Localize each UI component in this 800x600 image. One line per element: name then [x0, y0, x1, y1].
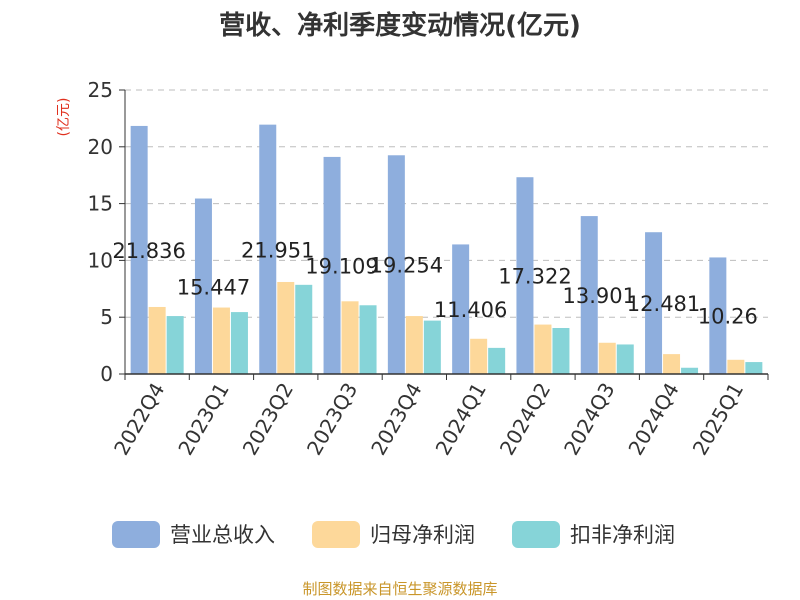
- bar-s1-2023Q3: [341, 301, 359, 374]
- x-tick-label-0: 2022Q4: [109, 379, 169, 460]
- bar-s2-2023Q4: [423, 320, 441, 374]
- y-axis-ticks: 0 5 10 15 20 25: [88, 78, 125, 386]
- bar-s1-2023Q1: [212, 307, 230, 374]
- bar-s1-2023Q4: [405, 316, 423, 374]
- bar-s1-2022Q4: [148, 306, 166, 374]
- y-tick-label-2: 10: [88, 248, 113, 272]
- legend-swatch-1: [312, 521, 360, 548]
- bar-s1-2023Q2: [277, 281, 295, 374]
- bar-s0-2023Q3: [323, 156, 341, 374]
- x-tick-label-7: 2024Q3: [559, 379, 619, 460]
- legend-label-0: 营业总收入: [170, 523, 275, 547]
- x-tick-label-1: 2023Q1: [173, 379, 233, 460]
- x-tick-label-6: 2024Q2: [495, 379, 555, 460]
- bar-s1-2024Q2: [534, 324, 552, 374]
- x-tick-label-8: 2024Q4: [623, 379, 683, 460]
- bar-s2-2025Q1: [745, 362, 763, 374]
- x-tick-label-4: 2023Q4: [366, 379, 426, 460]
- bar-s2-2023Q2: [295, 284, 313, 374]
- data-label-7: 13.901: [563, 284, 636, 308]
- data-label-3: 19.109: [305, 254, 378, 278]
- bar-s0-2025Q1: [709, 257, 727, 374]
- bar-s1-2025Q1: [727, 359, 745, 374]
- data-label-0: 21.836: [112, 239, 185, 263]
- data-label-8: 12.481: [627, 292, 700, 316]
- bar-s2-2023Q1: [230, 312, 248, 374]
- data-label-2: 21.951: [241, 238, 314, 262]
- bar-s0-2024Q2: [516, 177, 534, 374]
- y-axis-unit: (亿元): [56, 98, 72, 137]
- data-label-9: 10.26: [698, 305, 758, 329]
- bar-layer: [130, 124, 763, 374]
- bar-s0-2023Q4: [387, 155, 405, 374]
- y-tick-label-5: 25: [88, 78, 113, 102]
- x-axis-ticks: 2022Q4 2023Q1 2023Q2 2023Q3 2023Q4 2024Q1 2024…: [109, 374, 769, 460]
- bar-s0-2024Q1: [452, 244, 470, 374]
- data-label-6: 17.322: [498, 265, 571, 289]
- bar-s0-2022Q4: [130, 125, 148, 374]
- x-tick-label-3: 2023Q3: [302, 379, 362, 460]
- bar-s2-2024Q1: [488, 347, 506, 374]
- bar-s2-2023Q3: [359, 305, 377, 374]
- bar-s2-2024Q2: [552, 327, 570, 374]
- grid-layer: [125, 89, 768, 318]
- y-tick-label-0: 0: [100, 362, 113, 386]
- y-tick-label-3: 15: [88, 192, 113, 216]
- bar-s0-2024Q4: [645, 232, 663, 374]
- bar-s1-2024Q1: [470, 338, 488, 374]
- y-tick-label-4: 20: [88, 135, 113, 159]
- source-note: 制图数据来自恒生聚源数据库: [302, 580, 497, 598]
- bar-s1-2024Q4: [663, 354, 681, 374]
- bar-s2-2024Q4: [681, 367, 699, 374]
- legend-label-1: 归母净利润: [370, 523, 475, 547]
- bar-s0-2023Q1: [194, 198, 212, 374]
- bar-s0-2024Q3: [580, 216, 598, 374]
- data-label-5: 11.406: [434, 298, 507, 322]
- legend-swatch-2: [512, 521, 560, 548]
- chart-title: 营收、净利季度变动情况(亿元): [219, 10, 581, 41]
- x-tick-label-9: 2025Q1: [688, 379, 748, 460]
- x-tick-label-5: 2024Q1: [431, 379, 491, 460]
- bar-s2-2022Q4: [166, 316, 184, 374]
- legend-swatch-0: [112, 521, 160, 548]
- bar-s0-2023Q2: [259, 124, 277, 374]
- bar-s1-2024Q3: [598, 342, 616, 374]
- legend: 营业总收入 归母净利润 扣非净利润: [112, 521, 675, 548]
- bar-s2-2024Q3: [616, 344, 634, 374]
- data-label-4: 19.254: [370, 254, 443, 278]
- x-tick-label-2: 2023Q2: [238, 379, 298, 460]
- y-tick-label-1: 5: [100, 305, 113, 329]
- legend-label-2: 扣非净利润: [570, 523, 675, 547]
- data-label-1: 15.447: [177, 275, 250, 299]
